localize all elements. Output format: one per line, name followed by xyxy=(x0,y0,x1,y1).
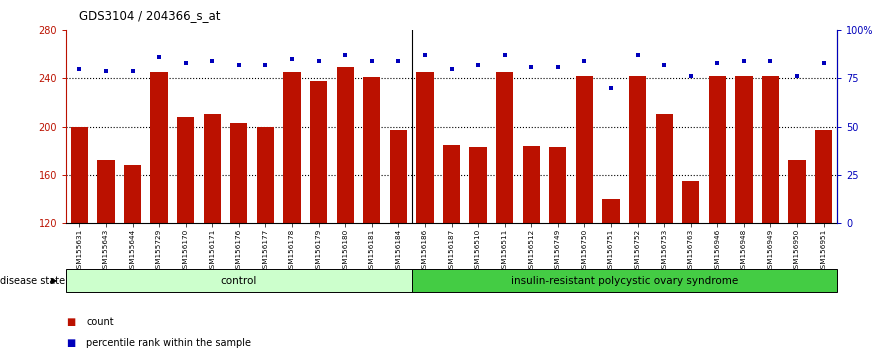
Bar xyxy=(522,146,540,223)
Bar xyxy=(151,72,167,223)
Bar xyxy=(736,76,752,223)
Bar xyxy=(762,76,779,223)
Bar xyxy=(363,77,381,223)
Text: GDS3104 / 204366_s_at: GDS3104 / 204366_s_at xyxy=(79,9,221,22)
Text: ▶: ▶ xyxy=(51,276,57,285)
Bar xyxy=(629,76,647,223)
Bar xyxy=(496,72,514,223)
Bar xyxy=(204,114,221,223)
Text: percentile rank within the sample: percentile rank within the sample xyxy=(86,338,251,348)
Bar xyxy=(470,147,486,223)
Bar xyxy=(66,269,411,292)
Text: count: count xyxy=(86,317,114,327)
Text: ■: ■ xyxy=(66,317,75,327)
Bar xyxy=(97,160,115,223)
Text: control: control xyxy=(220,275,257,286)
Bar xyxy=(124,165,141,223)
Text: ■: ■ xyxy=(66,338,75,348)
Bar xyxy=(230,123,248,223)
Bar xyxy=(443,145,460,223)
Bar xyxy=(70,126,88,223)
Text: disease state: disease state xyxy=(0,275,65,286)
Bar xyxy=(708,76,726,223)
Bar xyxy=(788,160,806,223)
Bar xyxy=(576,76,593,223)
Bar xyxy=(815,130,833,223)
Bar xyxy=(682,181,700,223)
Bar xyxy=(603,199,619,223)
Bar xyxy=(337,68,354,223)
Bar xyxy=(284,72,300,223)
Bar xyxy=(655,114,673,223)
Bar xyxy=(389,130,407,223)
Bar xyxy=(549,147,566,223)
Bar xyxy=(310,81,327,223)
Bar xyxy=(177,117,195,223)
Bar xyxy=(411,269,837,292)
Text: insulin-resistant polycystic ovary syndrome: insulin-resistant polycystic ovary syndr… xyxy=(511,275,738,286)
Bar xyxy=(256,126,274,223)
Bar xyxy=(417,72,433,223)
